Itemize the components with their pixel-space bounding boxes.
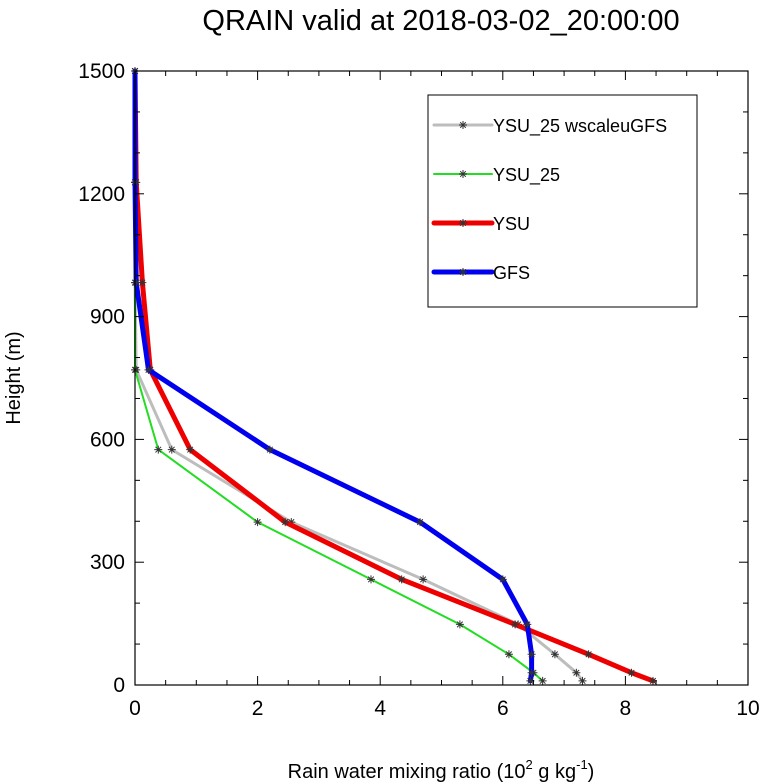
y-axis-label: Height (m) [3, 331, 25, 424]
series-2-point-5 [281, 518, 290, 527]
series-1-point-4 [367, 575, 376, 584]
legend-label-0: YSU_25 wscaleuGFS [493, 116, 667, 137]
series-3-point-0 [526, 676, 535, 685]
series-0-point-2 [550, 650, 559, 659]
x-tick-label-4: 8 [620, 697, 632, 720]
x-tick-label-1: 2 [252, 697, 264, 720]
series-3-point-4 [498, 575, 507, 584]
series-1-point-3 [455, 620, 464, 629]
x-tick-label-3: 6 [497, 697, 509, 720]
series-1-point-2 [504, 650, 513, 659]
series-3-point-5 [416, 518, 425, 527]
series-2-point-0 [648, 676, 657, 685]
legend-entry-1: YSU_25 [433, 165, 560, 186]
series-3-point-6 [265, 445, 274, 454]
y-tick-label-0: 0 [113, 674, 125, 697]
x-axis-label: Rain water mixing ratio (102 g kg-1) [288, 757, 595, 783]
legend-entry-3: GFS [431, 263, 530, 283]
x-tick-label-0: 0 [129, 697, 141, 720]
series-1-point-6 [154, 445, 163, 454]
x-tick-label-2: 4 [374, 697, 386, 720]
legend-marker-2 [459, 219, 467, 227]
series-3-point-7 [144, 365, 153, 374]
series-2-point-6 [186, 445, 195, 454]
series-0-point-6 [167, 445, 176, 454]
series-0-point-5 [287, 518, 296, 527]
series-3-point-3 [523, 620, 532, 629]
y-tick-label-1: 300 [90, 551, 125, 574]
series-3-point-1 [527, 668, 536, 677]
series-1-point-0 [538, 676, 547, 685]
series-0-point-1 [572, 668, 581, 677]
series-0-point-0 [578, 676, 587, 685]
legend-label-1: YSU_25 [493, 165, 560, 186]
series-2-point-3 [511, 620, 520, 629]
legend-marker-3 [459, 268, 467, 276]
legend-marker-1 [459, 170, 467, 178]
legend: YSU_25 wscaleuGFS YSU_25 YSU GFS [427, 94, 698, 308]
x-tick-label-5: 10 [736, 697, 759, 720]
series-2-point-8 [138, 278, 147, 287]
legend-entry-2: YSU [431, 214, 530, 234]
axis-ticks: 0 2 4 6 8 10 0 300 600 900 1200 1500 [78, 60, 759, 720]
y-tick-label-4: 1200 [78, 183, 125, 206]
series-0-point-4 [419, 575, 428, 584]
series-2-point-2 [584, 650, 593, 659]
series-2-point-4 [397, 575, 406, 584]
chart-title: QRAIN valid at 2018-03-02_20:00:00 [202, 5, 679, 37]
legend-entry-0: YSU_25 wscaleuGFS [432, 116, 667, 137]
series-2-point-1 [627, 668, 636, 677]
legend-marker-0 [459, 121, 467, 129]
series-1-point-5 [253, 518, 262, 527]
y-tick-label-2: 600 [90, 428, 125, 451]
series-3-point-8 [132, 278, 141, 287]
legend-label-3: GFS [493, 263, 530, 283]
series-3-point-2 [527, 650, 536, 659]
legend-label-2: YSU [493, 214, 530, 234]
y-tick-label-5: 1500 [78, 60, 125, 83]
y-tick-label-3: 900 [90, 306, 125, 329]
